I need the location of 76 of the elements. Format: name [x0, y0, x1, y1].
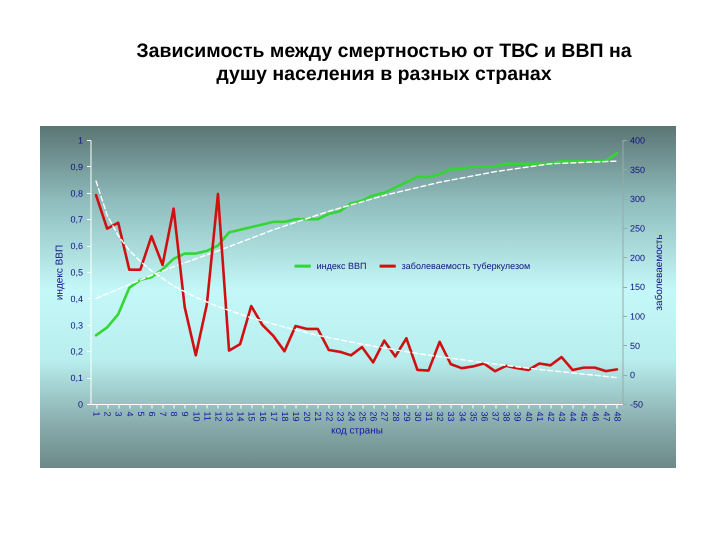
y2-tick-label: 400 — [630, 136, 646, 146]
x-tick-label: 40 — [524, 412, 534, 422]
x-tick-label: 38 — [502, 412, 512, 422]
x-tick-label: 29 — [402, 412, 412, 422]
x-tick-label: 7 — [158, 412, 168, 417]
x-tick-label: 47 — [601, 412, 612, 422]
x-tick-label: 30 — [412, 412, 423, 422]
x-tick-label: 9 — [180, 412, 190, 417]
y2-axis-title: заболеваемость — [654, 234, 666, 311]
x-tick-label: 43 — [557, 412, 568, 422]
y-tick-label: 0,8 — [70, 188, 83, 198]
x-tick-label: 1 — [92, 412, 102, 417]
x-tick-label: 27 — [380, 412, 390, 422]
x-tick-label: 26 — [368, 412, 379, 422]
x-tick-label: 17 — [268, 412, 279, 422]
x-tick-label: 6 — [146, 412, 157, 417]
y-tick-label: 0,2 — [70, 346, 83, 357]
x-tick-label: 15 — [246, 412, 257, 422]
y-tick-label: 0,1 — [70, 373, 83, 384]
x-tick-label: 13 — [224, 412, 235, 422]
x-tick-label: 48 — [612, 412, 622, 422]
x-tick-label: 45 — [579, 412, 590, 422]
x-tick-label: 20 — [302, 412, 312, 422]
line-series — [94, 152, 618, 337]
x-tick-label: 39 — [512, 412, 523, 422]
y2-tick-label: 250 — [630, 224, 646, 234]
x-tick-label: 28 — [390, 412, 401, 422]
legend-label: заболеваемость туберкулезом — [402, 261, 530, 272]
x-tick-label: 36 — [479, 412, 490, 422]
y-axis-title: индекс ВВП — [54, 244, 66, 300]
x-tick-label: 10 — [191, 412, 202, 422]
x-tick-label: 2 — [102, 412, 113, 417]
x-tick-label: 5 — [136, 412, 146, 417]
chart-title: Зависимость между смертностью от ТВС и ВВП на душу населения в разных странах — [135, 40, 633, 86]
x-tick-label: 37 — [490, 412, 501, 422]
x-tick-label: 14 — [236, 412, 246, 422]
y-tick-label: 0,5 — [70, 268, 83, 278]
x-tick-label: 31 — [424, 412, 434, 422]
y-tick-label: 0,3 — [70, 320, 83, 330]
x-tick-label: 21 — [313, 412, 324, 422]
y-tick-label: 0 — [78, 400, 83, 410]
x-tick-label: 25 — [358, 412, 368, 422]
y2-tick-label: -50 — [630, 400, 644, 410]
x-tick-label: 11 — [202, 412, 212, 421]
y2-tick-label: 300 — [630, 194, 646, 204]
y2-tick-label: 50 — [630, 340, 640, 351]
y2-tick-label: 100 — [630, 312, 646, 322]
x-tick-label: 44 — [568, 412, 578, 422]
y-tick-label: 0,4 — [70, 294, 83, 304]
y-tick-label: 0,6 — [70, 241, 83, 252]
x-axis-title: код страны — [331, 426, 383, 437]
x-tick-label: 24 — [346, 412, 356, 422]
y-tick-label: 0,9 — [70, 162, 83, 172]
x-tick-label: 32 — [435, 412, 446, 422]
x-tick-label: 23 — [335, 412, 346, 422]
x-tick-label: 34 — [457, 412, 468, 422]
x-tick-label: 33 — [446, 412, 456, 422]
x-tick-label: 8 — [169, 412, 180, 417]
y-tick-label: 0,7 — [70, 214, 83, 225]
x-tick-label: 42 — [546, 412, 556, 422]
y2-tick-label: 0 — [630, 370, 636, 380]
x-tick-label: 22 — [324, 412, 334, 422]
x-tick-label: 46 — [590, 412, 600, 422]
x-tick-label: 4 — [124, 412, 135, 417]
x-tick-label: 19 — [291, 412, 302, 422]
x-tick-label: 12 — [213, 412, 224, 422]
x-tick-label: 3 — [114, 412, 124, 417]
x-tick-label: 18 — [280, 412, 290, 422]
x-tick-label: 16 — [258, 412, 268, 422]
y-tick-label: 1 — [78, 136, 83, 146]
legend-label: индекс ВВП — [316, 261, 366, 272]
y2-tick-label: 150 — [630, 282, 646, 292]
x-tick-label: 41 — [534, 412, 545, 422]
y2-tick-label: 350 — [630, 164, 646, 175]
y2-tick-label: 200 — [630, 252, 646, 263]
x-tick-label: 35 — [468, 412, 478, 422]
